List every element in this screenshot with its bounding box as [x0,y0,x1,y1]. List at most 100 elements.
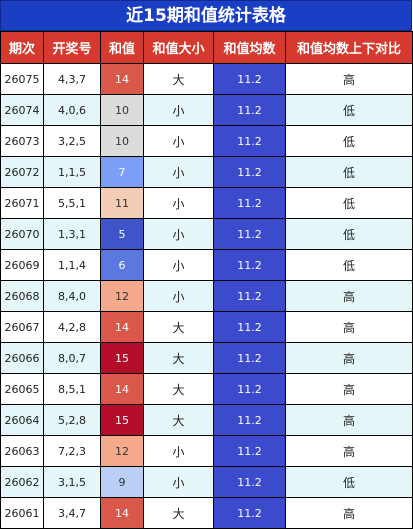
header-sum-average: 和值均数 [213,31,286,64]
period-cell: 26072 [0,156,44,188]
sum-cell: 15 [100,342,144,374]
numbers-cell: 8,0,7 [43,342,101,374]
size-cell: 大 [143,342,214,374]
size-cell: 大 [143,311,214,343]
average-cell: 11.2 [213,187,286,219]
sum-cell: 15 [100,404,144,436]
sum-cell: 14 [100,373,144,405]
numbers-cell: 3,2,5 [43,125,101,157]
sum-cell: 12 [100,280,144,312]
comparison-cell: 低 [285,94,413,126]
numbers-cell: 3,1,5 [43,466,101,498]
table-row: 26071 5,5,1 11 小 11.2 低 [0,187,413,219]
average-cell: 11.2 [213,94,286,126]
comparison-cell: 高 [285,311,413,343]
sum-stats-table: 期次 开奖号 和值 和值大小 和值均数 和值均数上下对比 26075 4,3,7 1… [0,31,413,529]
numbers-cell: 8,4,0 [43,280,101,312]
table-row: 26072 1,1,5 7 小 11.2 低 [0,156,413,188]
average-cell: 11.2 [213,342,286,374]
average-cell: 11.2 [213,156,286,188]
period-cell: 26069 [0,249,44,281]
comparison-cell: 低 [285,125,413,157]
size-cell: 大 [143,63,214,95]
size-cell: 小 [143,187,214,219]
comparison-cell: 高 [285,373,413,405]
table-row: 26064 5,2,8 15 大 11.2 高 [0,404,413,436]
table-row: 26062 3,1,5 9 小 11.2 低 [0,466,413,498]
numbers-cell: 3,4,7 [43,497,101,529]
average-cell: 11.2 [213,404,286,436]
average-cell: 11.2 [213,218,286,250]
table-title: 近15期和值统计表格 [0,0,412,31]
sum-cell: 5 [100,218,144,250]
period-cell: 26063 [0,435,44,467]
period-cell: 26071 [0,187,44,219]
comparison-cell: 低 [285,156,413,188]
sum-cell: 12 [100,435,144,467]
header-average-comparison: 和值均数上下对比 [285,31,413,64]
header-numbers: 开奖号 [43,31,101,64]
average-cell: 11.2 [213,249,286,281]
numbers-cell: 1,1,5 [43,156,101,188]
size-cell: 大 [143,373,214,405]
sum-cell: 7 [100,156,144,188]
average-cell: 11.2 [213,466,286,498]
table-row: 26067 4,2,8 14 大 11.2 高 [0,311,413,343]
table-row: 26065 8,5,1 14 大 11.2 高 [0,373,413,405]
comparison-cell: 高 [285,63,413,95]
header-row: 期次 开奖号 和值 和值大小 和值均数 和值均数上下对比 [0,31,413,64]
size-cell: 小 [143,218,214,250]
period-cell: 26075 [0,63,44,95]
sum-cell: 14 [100,311,144,343]
period-cell: 26073 [0,125,44,157]
period-cell: 26066 [0,342,44,374]
size-cell: 小 [143,466,214,498]
numbers-cell: 4,0,6 [43,94,101,126]
table-row: 26061 3,4,7 14 大 11.2 高 [0,497,413,529]
period-cell: 26061 [0,497,44,529]
average-cell: 11.2 [213,280,286,312]
period-cell: 26062 [0,466,44,498]
size-cell: 小 [143,280,214,312]
sum-cell: 6 [100,249,144,281]
size-cell: 小 [143,125,214,157]
period-cell: 26064 [0,404,44,436]
comparison-cell: 高 [285,435,413,467]
numbers-cell: 5,2,8 [43,404,101,436]
header-sum: 和值 [100,31,144,64]
average-cell: 11.2 [213,497,286,529]
numbers-cell: 1,3,1 [43,218,101,250]
sum-cell: 9 [100,466,144,498]
comparison-cell: 高 [285,342,413,374]
comparison-cell: 高 [285,497,413,529]
numbers-cell: 7,2,3 [43,435,101,467]
size-cell: 大 [143,497,214,529]
size-cell: 小 [143,435,214,467]
period-cell: 26068 [0,280,44,312]
numbers-cell: 4,3,7 [43,63,101,95]
table-row: 26074 4,0,6 10 小 11.2 低 [0,94,413,126]
average-cell: 11.2 [213,311,286,343]
comparison-cell: 低 [285,466,413,498]
period-cell: 26070 [0,218,44,250]
period-cell: 26067 [0,311,44,343]
comparison-cell: 高 [285,404,413,436]
numbers-cell: 5,5,1 [43,187,101,219]
comparison-cell: 低 [285,218,413,250]
table-row: 26063 7,2,3 12 小 11.2 高 [0,435,413,467]
average-cell: 11.2 [213,373,286,405]
comparison-cell: 低 [285,187,413,219]
average-cell: 11.2 [213,63,286,95]
table-row: 26066 8,0,7 15 大 11.2 高 [0,342,413,374]
sum-cell: 10 [100,125,144,157]
numbers-cell: 1,1,4 [43,249,101,281]
table-row: 26070 1,3,1 5 小 11.2 低 [0,218,413,250]
header-sum-size: 和值大小 [143,31,214,64]
table-row: 26069 1,1,4 6 小 11.2 低 [0,249,413,281]
comparison-cell: 低 [285,249,413,281]
table-row: 26068 8,4,0 12 小 11.2 高 [0,280,413,312]
header-period: 期次 [0,31,44,64]
table-row: 26075 4,3,7 14 大 11.2 高 [0,63,413,95]
size-cell: 大 [143,404,214,436]
